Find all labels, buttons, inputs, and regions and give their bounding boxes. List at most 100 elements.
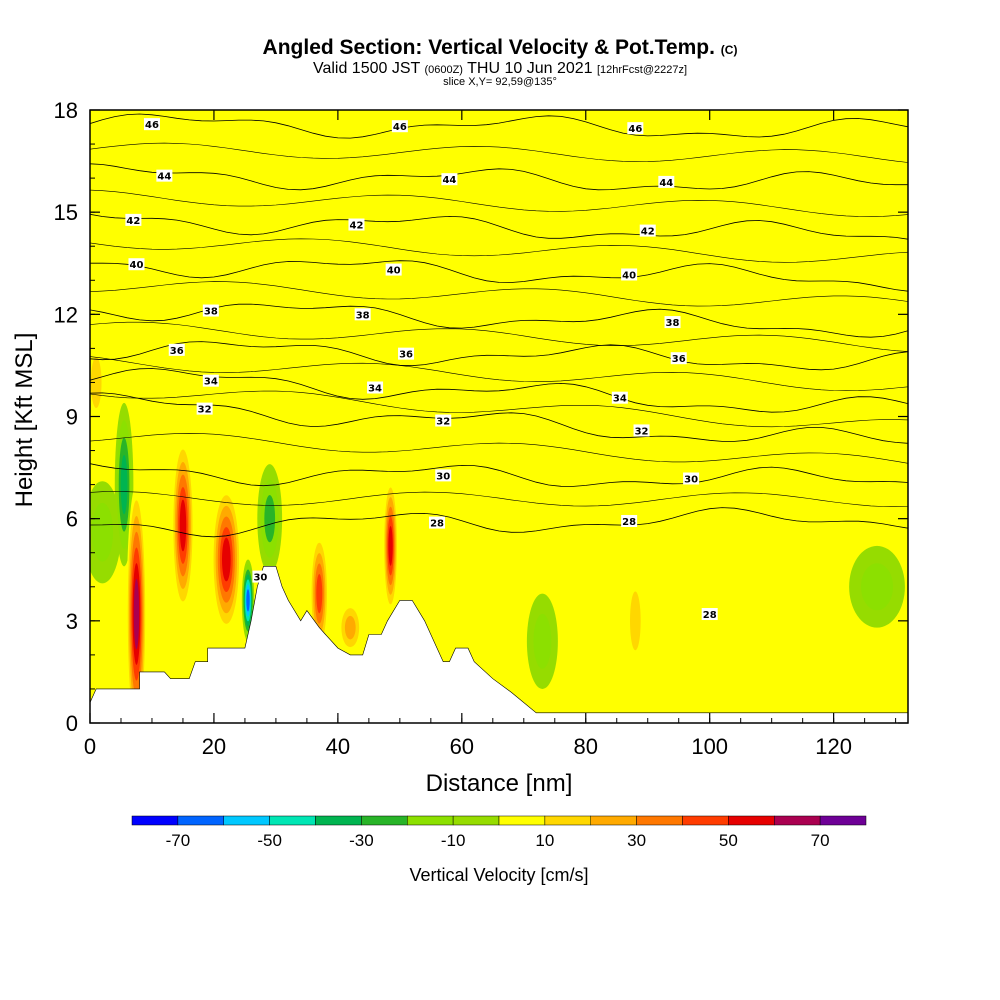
theta-contour-minor xyxy=(90,491,908,508)
velocity-band xyxy=(533,613,552,669)
velocity-cell xyxy=(660,314,710,485)
velocity-cell xyxy=(257,464,283,574)
contour-label: 34 xyxy=(611,391,628,405)
contour-label-text: 34 xyxy=(368,384,382,395)
colorbar-swatch xyxy=(590,815,637,826)
contour-label: 46 xyxy=(143,118,160,131)
velocity-band xyxy=(195,201,233,325)
velocity-band xyxy=(316,573,323,614)
x-axis-label: Distance [nm] xyxy=(426,770,573,797)
colorbar-tick-label: -10 xyxy=(441,831,466,850)
x-tick-label: 120 xyxy=(815,734,852,759)
contour-label-text: 46 xyxy=(628,124,642,135)
contour-label: 30 xyxy=(252,570,269,584)
title-tag: (C) xyxy=(720,43,738,57)
contour-label: 36 xyxy=(168,343,185,357)
contour-label: 44 xyxy=(658,175,675,189)
velocity-cell xyxy=(474,348,524,451)
theta-contour-minor xyxy=(90,189,908,217)
contour-label-text: 30 xyxy=(436,471,450,482)
contour-label-text: 38 xyxy=(356,310,370,321)
velocity-cell xyxy=(331,263,444,400)
contour-label: 28 xyxy=(621,514,638,528)
valid-forecast: [12hrFcst@2227z] xyxy=(596,64,688,76)
contour-label: 34 xyxy=(367,381,384,395)
colorbar-tick-label: 30 xyxy=(627,831,646,850)
theta-contour-labels: 46 46 46 44 44 44 42 42 42 40 40 40 38 38 38 36 36 36 34 34… xyxy=(125,118,718,621)
colorbar-title: Vertical Velocity [cm/s] xyxy=(409,865,588,885)
colorbar-swatch xyxy=(269,815,316,826)
x-tick-label: 20 xyxy=(202,734,226,759)
contour-label-text: 32 xyxy=(635,426,649,437)
colorbar-tick-label: -30 xyxy=(349,831,374,850)
theta-contour-46 xyxy=(90,113,908,139)
contour-label-text: 40 xyxy=(130,260,144,271)
velocity-cell xyxy=(241,559,255,642)
theta-contour-44 xyxy=(90,163,908,191)
theta-contour-minor xyxy=(90,433,908,464)
y-axis-label: Height [Kft MSL] xyxy=(11,333,38,508)
contour-label: 30 xyxy=(683,472,700,485)
velocity-cell xyxy=(90,481,121,584)
contour-label-text: 36 xyxy=(672,354,686,365)
y-tick-label: 12 xyxy=(54,302,78,327)
contour-label: 42 xyxy=(639,224,656,238)
y-tick-label: 3 xyxy=(66,609,78,634)
y-tick-label: 0 xyxy=(66,711,78,736)
x-tick-label: 80 xyxy=(574,734,598,759)
colorbar-swatch xyxy=(452,815,500,826)
velocity-field xyxy=(90,110,908,723)
contour-label-text: 40 xyxy=(622,270,636,281)
contour-label-text: 44 xyxy=(157,172,171,183)
contour-label-text: 36 xyxy=(170,346,184,357)
theta-contour-minor xyxy=(90,142,908,163)
theta-contour-36 xyxy=(90,341,908,371)
valid-prefix: Valid 1500 JST xyxy=(312,60,420,77)
contour-label: 38 xyxy=(202,304,219,318)
velocity-cell xyxy=(626,569,645,672)
contour-label-text: 28 xyxy=(622,517,636,528)
colorbar-tick-label: 50 xyxy=(719,831,738,850)
velocity-cell xyxy=(818,280,850,451)
velocity-cell xyxy=(337,600,363,655)
colorbar-swatch xyxy=(819,815,867,826)
theta-contour-28 xyxy=(90,507,908,538)
velocity-cell xyxy=(526,593,558,689)
contour-label: 40 xyxy=(385,263,402,277)
velocity-band xyxy=(264,495,276,543)
contour-label: 38 xyxy=(664,316,681,329)
contour-label-text: 32 xyxy=(436,417,450,428)
velocity-band xyxy=(799,583,831,693)
velocity-cell xyxy=(99,154,143,305)
x-axis: 0 20 40 60 80 100 120 xyxy=(84,110,897,759)
theta-contour-minor xyxy=(90,281,908,307)
velocity-band xyxy=(629,591,641,651)
slice-info: slice X,Y= 92,59@135° xyxy=(443,76,557,88)
velocity-cell xyxy=(799,583,831,693)
contour-label-text: 42 xyxy=(126,216,140,227)
velocity-cell xyxy=(257,110,283,281)
velocity-band xyxy=(179,499,187,552)
contour-label-text: 38 xyxy=(666,318,680,329)
velocity-band xyxy=(331,263,444,400)
contour-label: 30 xyxy=(435,469,452,482)
contour-label-text: 42 xyxy=(641,227,655,238)
contour-label-text: 46 xyxy=(145,120,159,131)
contour-label-text: 32 xyxy=(198,405,212,416)
contour-label: 46 xyxy=(391,120,408,133)
velocity-band xyxy=(660,314,710,485)
contour-label: 28 xyxy=(429,516,446,530)
velocity-band xyxy=(548,229,611,468)
contour-label: 38 xyxy=(354,308,371,321)
x-tick-label: 100 xyxy=(691,734,728,759)
velocity-band xyxy=(734,110,772,315)
colorbar-tick-label: -70 xyxy=(166,831,191,850)
colorbar-swatch xyxy=(774,815,821,826)
colorbar-swatch xyxy=(728,815,775,826)
colorbar-swatch xyxy=(636,815,683,826)
y-tick-label: 9 xyxy=(66,405,78,430)
chart-title: Angled Section: Vertical Velocity & Pot.… xyxy=(0,36,1000,60)
contour-label: 32 xyxy=(196,402,213,416)
contour-label: 34 xyxy=(202,374,219,388)
